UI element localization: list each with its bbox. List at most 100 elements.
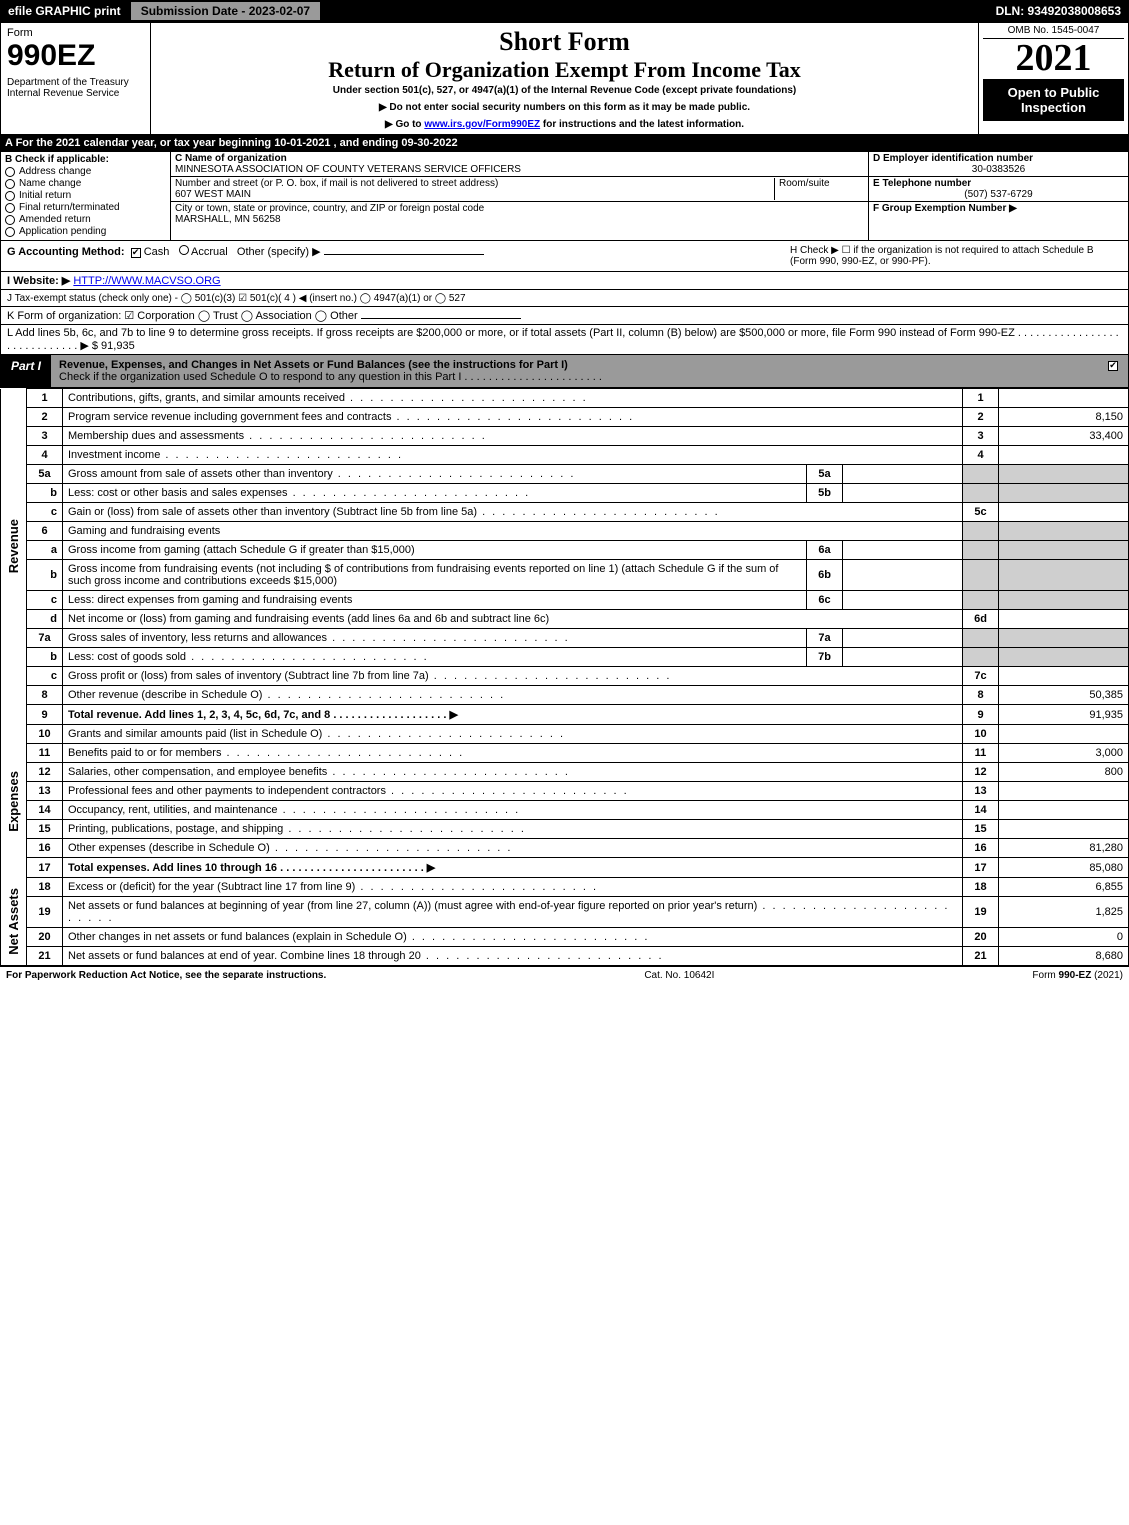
ln-9-desc: Total revenue. Add lines 1, 2, 3, 4, 5c,… <box>63 705 963 725</box>
chk-application-pending[interactable] <box>5 227 15 237</box>
ein-value: 30-0383526 <box>873 164 1124 175</box>
ln-1-no: 1 <box>27 389 63 408</box>
ln-7b-no: b <box>27 648 63 667</box>
ln-7a-desc: Gross sales of inventory, less returns a… <box>63 629 807 648</box>
ln-7c-val <box>999 667 1129 686</box>
header-left: Form 990EZ Department of the Treasury In… <box>1 23 151 134</box>
other-specify-input[interactable] <box>324 254 484 255</box>
ln-6-desc: Gaming and fundraising events <box>63 522 963 541</box>
ln-7b-val-shade <box>999 648 1129 667</box>
g-label: G Accounting Method: <box>7 246 125 258</box>
ln-6b-no: b <box>27 560 63 591</box>
k-text: K Form of organization: ☑ Corporation ◯ … <box>7 310 358 322</box>
ln-5a-mval <box>843 465 963 484</box>
ln-8-no: 8 <box>27 686 63 705</box>
ln-18-desc: Excess or (deficit) for the year (Subtra… <box>63 878 963 897</box>
ln-15-col: 15 <box>963 820 999 839</box>
ln-2-col: 2 <box>963 408 999 427</box>
telephone-value: (507) 537-6729 <box>873 189 1124 200</box>
header-center: Short Form Return of Organization Exempt… <box>151 23 978 134</box>
ln-12-desc: Salaries, other compensation, and employ… <box>63 763 963 782</box>
ln-5b-no: b <box>27 484 63 503</box>
ln-16-no: 16 <box>27 839 63 858</box>
ln-19-no: 19 <box>27 897 63 928</box>
ln-7a-val-shade <box>999 629 1129 648</box>
chk-final-return[interactable] <box>5 203 15 213</box>
lbl-application-pending: Application pending <box>19 226 106 237</box>
part-1-title: Revenue, Expenses, and Changes in Net As… <box>51 355 1098 387</box>
header-right: OMB No. 1545-0047 2021 Open to Public In… <box>978 23 1128 134</box>
ln-17-desc: Total expenses. Add lines 10 through 16 … <box>63 858 963 878</box>
ln-5b-mini: 5b <box>807 484 843 503</box>
chk-initial-return[interactable] <box>5 191 15 201</box>
chk-address-change[interactable] <box>5 167 15 177</box>
goto-note: ▶ Go to www.irs.gov/Form990EZ for instru… <box>157 119 972 130</box>
chk-amended-return[interactable] <box>5 215 15 225</box>
ln-6a-mini: 6a <box>807 541 843 560</box>
lbl-initial-return: Initial return <box>19 190 71 201</box>
ln-20-desc: Other changes in net assets or fund bala… <box>63 928 963 947</box>
f-label: F Group Exemption Number ▶ <box>873 203 1124 214</box>
ln-6a-no: a <box>27 541 63 560</box>
ln-5a-no: 5a <box>27 465 63 484</box>
ln-6c-desc: Less: direct expenses from gaming and fu… <box>63 591 807 610</box>
ln-14-desc: Occupancy, rent, utilities, and maintena… <box>63 801 963 820</box>
ln-5a-desc: Gross amount from sale of assets other t… <box>63 465 807 484</box>
row-a-tax-year: A For the 2021 calendar year, or tax yea… <box>0 135 1129 152</box>
part-1-checkbox[interactable]: ✔ <box>1098 355 1128 387</box>
ln-6d-desc: Net income or (loss) from gaming and fun… <box>63 610 963 629</box>
goto-pre: ▶ Go to <box>385 119 424 130</box>
ln-7a-mval <box>843 629 963 648</box>
ln-7a-col-shade <box>963 629 999 648</box>
c-addr-label: Number and street (or P. O. box, if mail… <box>175 178 774 189</box>
ln-7c-desc: Gross profit or (loss) from sales of inv… <box>63 667 963 686</box>
ln-21-val: 8,680 <box>999 947 1129 966</box>
ln-17-col: 17 <box>963 858 999 878</box>
ln-5c-val <box>999 503 1129 522</box>
ln-5b-val-shade <box>999 484 1129 503</box>
ln-5c-col: 5c <box>963 503 999 522</box>
chk-name-change[interactable] <box>5 179 15 189</box>
ln-8-col: 8 <box>963 686 999 705</box>
lbl-cash: Cash <box>144 246 170 258</box>
ln-5c-no: c <box>27 503 63 522</box>
ln-3-col: 3 <box>963 427 999 446</box>
row-j: J Tax-exempt status (check only one) - ◯… <box>0 290 1129 307</box>
goto-post: for instructions and the latest informat… <box>540 119 744 130</box>
tax-year: 2021 <box>983 39 1124 77</box>
ln-21-no: 21 <box>27 947 63 966</box>
ln-10-val <box>999 725 1129 744</box>
ln-16-desc: Other expenses (describe in Schedule O) <box>63 839 963 858</box>
city-state-zip: MARSHALL, MN 56258 <box>175 214 864 225</box>
chk-accrual[interactable] <box>179 245 189 255</box>
ln-13-no: 13 <box>27 782 63 801</box>
ln-6b-desc: Gross income from fundraising events (no… <box>63 560 807 591</box>
i-label: I Website: ▶ <box>7 275 70 287</box>
ln-7a-no: 7a <box>27 629 63 648</box>
submission-date: Submission Date - 2023-02-07 <box>129 2 322 20</box>
ln-6-no: 6 <box>27 522 63 541</box>
ln-3-no: 3 <box>27 427 63 446</box>
open-to-public: Open to Public Inspection <box>983 79 1124 121</box>
k-other-input[interactable] <box>361 318 521 319</box>
footer-left: For Paperwork Reduction Act Notice, see … <box>6 970 326 981</box>
ln-7b-col-shade <box>963 648 999 667</box>
box-b: B Check if applicable: Address change Na… <box>1 152 171 240</box>
ln-20-col: 20 <box>963 928 999 947</box>
ln-16-val: 81,280 <box>999 839 1129 858</box>
website-link[interactable]: HTTP://WWW.MACVSO.ORG <box>73 275 220 287</box>
block-bcd: B Check if applicable: Address change Na… <box>0 152 1129 241</box>
goto-link[interactable]: www.irs.gov/Form990EZ <box>424 119 540 130</box>
ln-18-col: 18 <box>963 878 999 897</box>
ln-15-val <box>999 820 1129 839</box>
ln-6-col-shade <box>963 522 999 541</box>
chk-cash[interactable]: ✔ <box>131 248 141 258</box>
box-g: G Accounting Method: ✔ Cash Accrual Othe… <box>7 245 782 267</box>
ln-19-desc: Net assets or fund balances at beginning… <box>63 897 963 928</box>
org-name: MINNESOTA ASSOCIATION OF COUNTY VETERANS… <box>175 164 864 175</box>
ln-6b-mini: 6b <box>807 560 843 591</box>
efile-print-button[interactable]: efile GRAPHIC print <box>0 2 129 20</box>
return-title: Return of Organization Exempt From Incom… <box>157 57 972 83</box>
topbar: efile GRAPHIC print Submission Date - 20… <box>0 0 1129 22</box>
d-label: D Employer identification number <box>873 153 1124 164</box>
